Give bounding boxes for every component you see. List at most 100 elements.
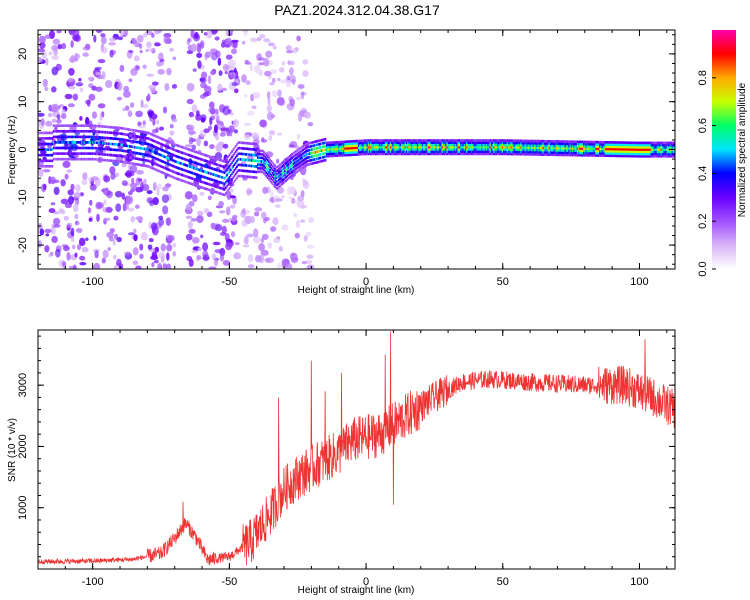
spectrogram-ridge-cell — [607, 154, 610, 157]
spectrogram-ridge-cell — [190, 154, 193, 158]
spectrogram-ridge-cell — [558, 151, 561, 154]
spectrogram-ridge-cell — [216, 185, 219, 189]
spectrogram-ridge-cell — [645, 148, 648, 151]
spectrogram-ridge-cell — [97, 124, 99, 128]
spectrogram-ridge-cell — [592, 143, 595, 146]
spectrogram-ridge-cell — [367, 145, 370, 149]
spectrogram-ridge-cell — [558, 149, 561, 152]
spectrogram-ridge-cell — [159, 153, 162, 157]
spectrogram-ridge-cell — [327, 145, 329, 149]
spectrogram-ridge-cell — [627, 145, 629, 149]
spectrogram-ridge-cell — [474, 145, 477, 149]
spectrogram-ridge-cell — [536, 153, 538, 156]
spectrogram-ridge-cell — [70, 135, 72, 139]
spectrogram-ridge-cell — [522, 141, 525, 145]
spectrogram-ridge-cell — [327, 150, 329, 153]
spectrogram-ridge-cell — [72, 141, 75, 144]
spectrogram-noise-cell — [129, 102, 135, 108]
spectrogram-noise-cell — [73, 203, 79, 213]
spectrogram-ridge-cell — [618, 150, 621, 153]
spectrogram-ridge-cell — [412, 145, 414, 149]
spectrogram-ridge-cell — [103, 142, 105, 145]
spectrogram-ridge-cell — [156, 152, 158, 155]
spectrogram-ridge-cell — [485, 150, 488, 153]
spectrogram-ridge-cell — [143, 158, 146, 162]
spectrogram-ridge-cell — [640, 143, 643, 147]
spectrogram-ridge-cell — [624, 150, 627, 153]
spectrogram-ridge-cell — [44, 165, 46, 168]
spectrogram-ridge-cell — [532, 144, 535, 147]
spectrogram-ridge-cell — [665, 150, 668, 154]
spectrogram-noise-cell — [280, 195, 285, 199]
spectrogram-ridge-cell — [619, 145, 622, 149]
spectrogram-noise-cell — [208, 266, 217, 269]
spectrogram-ridge-cell — [86, 152, 88, 155]
spectrogram-ridge-cell — [46, 159, 49, 163]
spectrogram-ridge-cell — [456, 150, 458, 153]
spectrogram-ridge-cell — [234, 156, 237, 159]
spectrogram-ridge-cell — [284, 169, 286, 173]
spectrogram-ridge-cell — [126, 150, 129, 153]
spectrogram-ridge-cell — [58, 146, 61, 150]
spectrogram-noise-cell — [159, 58, 165, 63]
spectrogram-ridge-cell — [273, 170, 275, 173]
spectrogram-ridge-cell — [162, 143, 164, 147]
spectrogram-ridge-cell — [105, 131, 108, 134]
spectrogram-ridge-cell — [642, 143, 644, 147]
spectrogram-ridge-cell — [397, 150, 399, 153]
spectrogram-ridge-cell — [73, 157, 76, 161]
spectrogram-ridge-cell — [302, 152, 305, 155]
spectrogram-noise-cell — [151, 113, 158, 120]
spectrogram-ridge-cell — [199, 152, 201, 155]
spectrogram-ridge-cell — [372, 143, 375, 147]
spectrogram-ridge-cell — [359, 139, 361, 143]
spectrogram-ridge-cell — [162, 166, 164, 169]
spectrogram-ridge-cell — [264, 152, 267, 155]
spectrogram-ridge-cell — [330, 152, 333, 155]
spectrogram-ridge-cell — [458, 148, 461, 151]
spectrogram-ridge-cell — [655, 152, 658, 156]
spectrogram-ridge-cell — [263, 168, 265, 171]
spectrogram-ridge-cell — [637, 150, 639, 154]
spectrogram-ridge-cell — [439, 148, 441, 151]
colorbar-tick-label: 0.6 — [697, 118, 709, 133]
spectrogram-ridge-cell — [140, 158, 142, 161]
spectrogram-ridge-cell — [415, 152, 418, 156]
spectrogram-ridge-cell — [468, 143, 471, 147]
spectrogram-ridge-cell — [388, 139, 391, 142]
spectrogram-ridge-cell — [306, 146, 308, 149]
spectrogram-ridge-cell — [271, 168, 274, 172]
spectrogram-ridge-cell — [231, 150, 233, 153]
spectrogram-ridge-cell — [627, 152, 629, 156]
spectrogram-noise-cell — [285, 262, 293, 269]
spectrogram-ridge-cell — [463, 152, 466, 156]
spectrogram-ridge-cell — [461, 141, 463, 144]
spectrogram-ridge-cell — [595, 145, 597, 148]
spectrogram-ridge-cell — [396, 148, 398, 151]
spectrogram-ridge-cell — [61, 141, 64, 144]
spectrogram-ridge-cell — [510, 139, 513, 142]
spectrogram-ridge-cell — [76, 141, 78, 144]
spectrogram-ridge-cell — [661, 146, 664, 149]
spectrogram-ridge-cell — [124, 127, 126, 131]
spectrogram-ridge-cell — [477, 145, 479, 149]
spectrogram-ridge-cell — [571, 142, 574, 146]
x-tick-label: -100 — [82, 276, 104, 288]
spectrogram-ridge-cell — [489, 148, 492, 151]
spectrogram-ridge-cell — [290, 167, 292, 171]
spectrogram-ridge-cell — [587, 151, 590, 155]
colorbar-tick-label: 0.0 — [697, 261, 709, 276]
spectrogram-ridge-cell — [274, 171, 276, 175]
spectrogram-ridge-cell — [444, 150, 446, 153]
spectrogram-ridge-cell — [485, 152, 488, 156]
spectrogram-ridge-cell — [265, 164, 268, 167]
spectrogram-ridge-cell — [185, 180, 188, 184]
spectrogram-ridge-cell — [104, 125, 107, 128]
spectrogram-ridge-cell — [541, 144, 543, 147]
spectrogram-noise-cell — [209, 144, 215, 150]
spectrogram-noise-cell — [187, 127, 195, 136]
spectrogram-ridge-cell — [329, 152, 332, 156]
spectrogram-ridge-cell — [592, 154, 595, 157]
spectrogram-noise-cell — [163, 36, 171, 44]
